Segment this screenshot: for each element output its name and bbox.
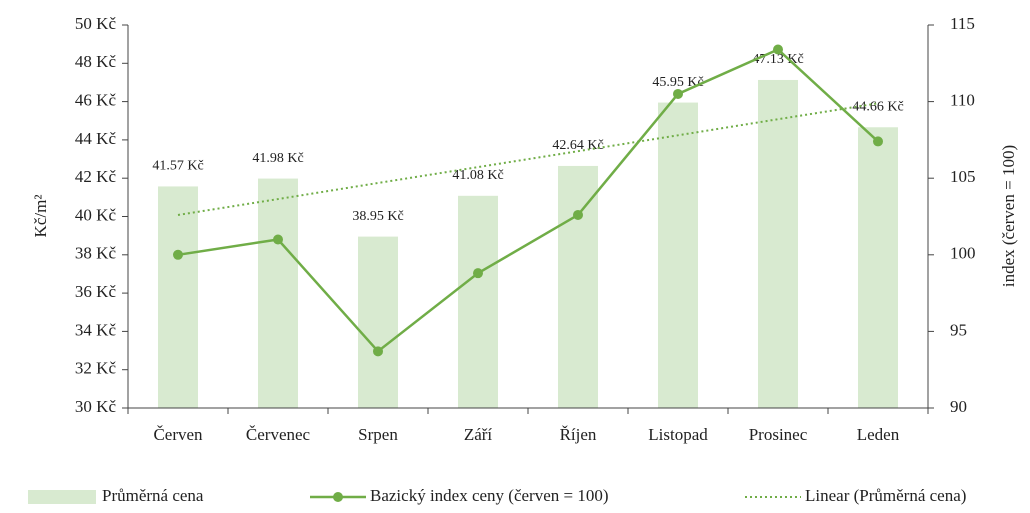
bar — [658, 102, 698, 409]
x-tick-label: Červenec — [246, 425, 311, 444]
marker — [773, 44, 783, 55]
x-tick-label: Září — [464, 425, 493, 444]
data-label: 41.57 Kč — [152, 159, 203, 174]
data-label: 41.98 Kč — [252, 151, 303, 166]
x-tick-label: Prosinec — [749, 425, 808, 444]
x-tick-label: Leden — [857, 425, 900, 444]
y-tick-label: 36 Kč — [75, 282, 117, 301]
marker — [173, 249, 183, 260]
y-axis-title: Kč/m² — [31, 195, 50, 238]
bar — [158, 186, 198, 408]
bar — [258, 178, 298, 408]
x-tick-label: Říjen — [560, 425, 597, 444]
y2-tick-label: 100 — [950, 244, 976, 263]
data-label: 38.95 Kč — [352, 209, 403, 224]
trend-line — [177, 102, 879, 216]
y-tick-label: 44 Kč — [75, 129, 117, 148]
y2-axis-title: index (červen = 100) — [999, 145, 1018, 287]
bar — [358, 236, 398, 408]
y-tick-label: 34 Kč — [75, 320, 117, 339]
legend-label: Linear (Průměrná cena) — [805, 486, 966, 505]
y-tick-label: 38 Kč — [75, 244, 117, 263]
marker — [673, 88, 683, 99]
bar — [458, 195, 498, 408]
marker — [573, 209, 583, 220]
y2-tick-label: 95 — [950, 320, 967, 339]
marker — [873, 136, 883, 147]
bar — [758, 79, 798, 408]
x-tick-label: Listopad — [648, 425, 708, 444]
legend-label: Bazický index ceny (červen = 100) — [370, 486, 609, 505]
legend-swatch — [28, 490, 96, 504]
x-tick-label: Srpen — [358, 425, 398, 444]
y-tick-label: 42 Kč — [75, 167, 117, 186]
y-tick-label: 46 Kč — [75, 91, 117, 110]
data-label: 45.95 Kč — [652, 75, 703, 90]
y2-tick-label: 90 — [950, 397, 967, 416]
y2-tick-label: 115 — [950, 14, 975, 33]
legend-label: Průměrná cena — [102, 486, 204, 505]
legend-swatch — [333, 492, 343, 502]
y-tick-label: 32 Kč — [75, 359, 117, 378]
marker — [473, 268, 483, 279]
marker — [373, 346, 383, 357]
y-tick-label: 50 Kč — [75, 14, 117, 33]
data-label: 42.64 Kč — [552, 138, 603, 153]
data-label: 41.08 Kč — [452, 168, 503, 183]
line — [177, 48, 879, 354]
y2-tick-label: 105 — [950, 167, 976, 186]
y-tick-label: 40 Kč — [75, 205, 117, 224]
y-tick-label: 30 Kč — [75, 397, 117, 416]
bar — [858, 127, 898, 409]
marker — [273, 234, 283, 245]
y-tick-label: 48 Kč — [75, 52, 117, 71]
y2-tick-label: 110 — [950, 91, 975, 110]
x-tick-label: Červen — [153, 425, 203, 444]
data-label: 44.66 Kč — [852, 99, 903, 114]
bar — [558, 165, 598, 408]
